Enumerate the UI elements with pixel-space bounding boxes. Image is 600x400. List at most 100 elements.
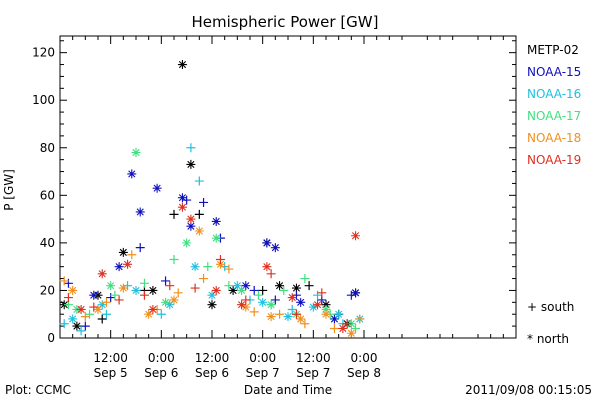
data-point-south [275,309,285,319]
data-point-north [89,290,99,300]
x-tick-time-label: 0:00 [148,351,175,365]
data-point-north [329,314,339,324]
data-point-south [279,285,289,295]
data-point-south [194,176,204,186]
data-point-north [207,300,217,310]
plot-timestamp: 2011/09/08 00:15:05 [465,383,592,397]
data-point-north [211,233,221,243]
data-point-south [101,309,111,319]
data-point-south [106,293,116,303]
data-point-north [313,300,323,310]
data-point-south [127,250,137,260]
x-axis-label: Date and Time [244,383,332,397]
data-point-north [266,300,276,310]
data-point-south [224,281,234,291]
data-point-north [190,262,200,272]
data-point-north [338,323,348,333]
data-point-north [351,288,361,298]
data-point-north [127,169,137,179]
data-point-north [123,259,133,269]
data-point-north [258,297,268,307]
x-tick-time-label: 12:00 [296,351,331,365]
data-point-south [249,285,259,295]
data-point-south [199,274,209,284]
legend-south-marker: + south [527,300,574,314]
data-point-north [321,304,331,314]
data-point-south [85,309,95,319]
y-tick-label: 0 [47,331,55,345]
data-point-north [241,281,251,291]
x-tick-date-label: Sep 7 [296,366,330,380]
data-point-north [135,207,145,217]
data-point-north [232,281,242,291]
data-point-south [304,281,314,291]
data-point-south [114,295,124,305]
data-point-north [177,193,187,203]
data-points [59,60,365,338]
data-point-north [97,300,107,310]
data-point-north [291,283,301,293]
data-point-south [63,278,73,288]
data-point-north [97,269,107,279]
data-point-south [355,314,365,324]
data-point-south [266,269,276,279]
data-point-north [148,285,158,295]
y-tick-label: 60 [40,188,55,202]
data-point-north [211,285,221,295]
x-tick-time-label: 12:00 [93,351,128,365]
plot-area-frame [59,35,517,339]
data-point-north [228,285,238,295]
data-point-south [215,255,225,265]
data-point-south [110,290,120,300]
legend-item: NOAA-17 [527,109,581,123]
data-point-south [300,319,310,329]
data-point-south [169,255,179,265]
data-point-south [224,264,234,274]
data-point-north [351,231,361,241]
data-point-north [207,290,217,300]
data-point-north [283,312,293,322]
plot-credit: Plot: CCMC [5,383,71,397]
data-point-south [241,295,251,305]
x-tick-date-label: Sep 7 [246,366,280,380]
data-point-north [270,243,280,253]
data-point-north [262,238,272,248]
legend-item: METP-02 [527,43,579,57]
chart-title: Hemispheric Power [GW] [192,13,379,31]
data-point-north [296,297,306,307]
data-point-south [199,197,209,207]
data-point-south [101,297,111,307]
data-point-south [253,290,263,300]
data-point-north [76,304,86,314]
x-tick-date-label: Sep 5 [94,366,128,380]
data-point-north [186,221,196,231]
data-point-north [237,285,247,295]
data-point-south [291,309,301,319]
data-point-north [194,226,204,236]
data-point-south [194,209,204,219]
data-point-north [186,214,196,224]
data-point-south [97,314,107,324]
data-point-north [106,281,116,291]
data-point-north [131,285,141,295]
data-point-south [300,274,310,284]
y-tick-label: 20 [40,283,55,297]
data-point-south [169,209,179,219]
data-point-south [135,243,145,253]
data-point-north [296,314,306,324]
y-tick-label: 80 [40,141,55,155]
legend-item: NOAA-19 [527,153,581,167]
data-point-south [346,290,356,300]
data-point-north [186,159,196,169]
data-point-south [203,262,213,272]
data-point-south [342,319,352,329]
data-point-south [76,326,86,336]
data-point-south [270,295,280,305]
y-tick-label: 100 [32,93,55,107]
data-point-south [80,312,90,322]
data-point-north [169,295,179,305]
data-point-north [346,328,356,338]
data-point-north [321,309,331,319]
data-point-south [123,281,133,291]
data-point-north [93,304,103,314]
